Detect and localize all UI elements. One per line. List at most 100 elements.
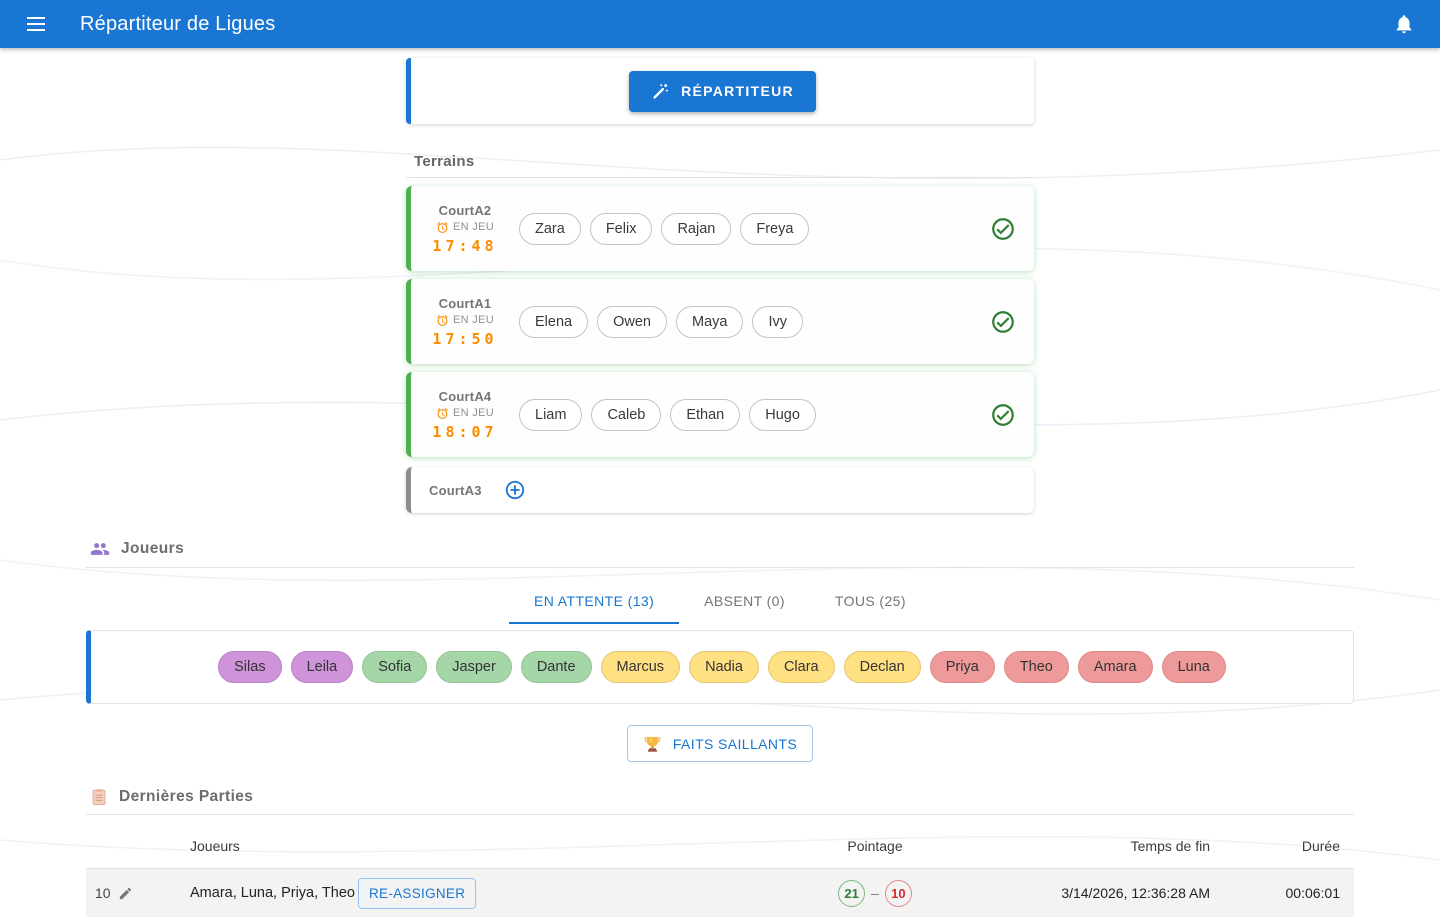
- terrains-section-title: Terrains: [414, 153, 475, 170]
- court-player-chip[interactable]: Elena: [519, 305, 589, 338]
- match-end-time: 3/14/2026, 12:36:28 AM: [1061, 885, 1210, 901]
- waiting-player-chip[interactable]: Nadia: [689, 651, 759, 683]
- court-card: CourtA4 EN JEU 18:07 Liam Caleb Ethan Hugo: [406, 372, 1034, 457]
- waiting-player-chip[interactable]: Priya: [929, 651, 995, 683]
- finish-game-button[interactable]: [990, 402, 1016, 428]
- check-circle-icon: [992, 403, 1014, 426]
- waiting-player-chip[interactable]: Clara: [767, 651, 835, 683]
- app-title: Répartiteur de Ligues: [80, 12, 276, 35]
- court-status: EN JEU: [436, 314, 494, 327]
- menu-button[interactable]: [14, 2, 58, 46]
- alarm-clock-icon: [437, 314, 448, 326]
- players-section-header: Joueurs: [86, 539, 1354, 567]
- add-circle-icon: [505, 480, 524, 500]
- reassign-button[interactable]: RE-ASSIGNER: [357, 877, 477, 909]
- waiting-player-chip[interactable]: Theo: [1003, 651, 1069, 683]
- court-card-empty: CourtA3: [406, 467, 1034, 513]
- edit-pencil-icon[interactable]: [118, 886, 133, 901]
- match-duration: 00:06:01: [1285, 885, 1341, 901]
- court-status: EN JEU: [436, 221, 494, 234]
- court-timer: 17:48: [432, 236, 498, 255]
- match-players-cell: Amara, Luna, Priya, Theo RE-ASSIGNER: [190, 877, 790, 909]
- court-player-chip[interactable]: Owen: [597, 305, 667, 338]
- court-player-chip[interactable]: Freya: [740, 212, 810, 245]
- matches-section: Dernières Parties Joueurs Pointage Temps…: [86, 788, 1354, 917]
- col-duree: Durée: [1301, 838, 1340, 854]
- waiting-player-chip[interactable]: Leila: [290, 651, 354, 683]
- alarm-clock-icon: [437, 221, 448, 233]
- players-section: Joueurs EN ATTENTE (13) ABSENT (0) TOUS (2…: [86, 539, 1354, 762]
- dispatcher-card: RÉPARTITEUR: [406, 58, 1034, 124]
- player-tab-2[interactable]: TOUS (25): [810, 578, 931, 624]
- people-icon: [90, 543, 110, 555]
- court-name: CourtA1: [438, 295, 492, 311]
- court-player-chip[interactable]: Maya: [675, 305, 744, 338]
- waiting-player-chip[interactable]: Declan: [843, 651, 921, 683]
- score-dash: –: [871, 885, 879, 901]
- alarm-clock-icon: [437, 407, 448, 419]
- court-card: CourtA2 EN JEU 17:48 Zara Felix Rajan Freya: [406, 186, 1034, 271]
- app-bar: Répartiteur de Ligues: [0, 0, 1440, 48]
- matches-divider: [86, 814, 1354, 815]
- court-status-label: EN JEU: [453, 221, 494, 233]
- court-timer: 17:50: [432, 329, 498, 348]
- court-status-label: EN JEU: [453, 407, 494, 419]
- match-players: Amara, Luna, Priya, Theo: [190, 885, 355, 901]
- magic-wand-icon: [653, 83, 668, 99]
- waiting-player-chip[interactable]: Silas: [218, 651, 282, 683]
- match-row: 10 Amara, Luna, Priya, Theo RE-ASSIGNER …: [86, 869, 1354, 917]
- court-name: CourtA4: [438, 388, 492, 404]
- player-tab-0[interactable]: EN ATTENTE (13): [509, 578, 680, 624]
- match-index-cell: 10: [86, 885, 190, 901]
- court-player-chip[interactable]: Zara: [519, 212, 581, 245]
- clipboard-icon: [92, 789, 106, 805]
- court-player-chip[interactable]: Rajan: [661, 212, 732, 245]
- notifications-button[interactable]: [1382, 2, 1426, 46]
- joueurs-divider: [86, 567, 1354, 568]
- player-tab-1[interactable]: ABSENT (0): [679, 578, 810, 624]
- waiting-player-chip[interactable]: Marcus: [600, 651, 681, 683]
- matches-section-header: Dernières Parties: [86, 788, 1354, 814]
- waiting-players-list: Silas Leila Sofia Jasper Dante Marcus Nadia Cla…: [208, 641, 1236, 693]
- court-player-chip[interactable]: Caleb: [591, 398, 662, 431]
- col-joueurs: Joueurs: [190, 838, 240, 854]
- waiting-players-card: Silas Leila Sofia Jasper Dante Marcus Nadia Cla…: [86, 630, 1354, 704]
- waiting-player-chip[interactable]: Luna: [1161, 651, 1226, 683]
- court-player-chip[interactable]: Hugo: [749, 398, 816, 431]
- dernieres-parties-section-title: Dernières Parties: [119, 788, 254, 805]
- waiting-player-chip[interactable]: Jasper: [436, 651, 512, 683]
- bell-icon: [1396, 15, 1412, 34]
- check-circle-icon: [992, 217, 1014, 240]
- court-player-chip[interactable]: Liam: [519, 398, 583, 431]
- repartiteur-button[interactable]: RÉPARTITEUR: [629, 70, 816, 112]
- col-pointage: Pointage: [847, 838, 903, 854]
- highlights-button-label: FAITS SAILLANTS: [672, 735, 798, 752]
- court-status-label: EN JEU: [453, 314, 494, 326]
- match-score-cell: 21 – 10: [790, 879, 960, 907]
- court-players: Liam Caleb Ethan Hugo: [519, 398, 982, 431]
- waiting-player-chip[interactable]: Amara: [1077, 651, 1153, 683]
- court-name: CourtA2: [438, 202, 492, 218]
- court-player-chip[interactable]: Felix: [589, 212, 653, 245]
- court-status: EN JEU: [436, 407, 494, 420]
- match-index: 10: [95, 885, 111, 901]
- court-players: Zara Felix Rajan Freya: [519, 212, 982, 245]
- finish-game-button[interactable]: [990, 216, 1016, 242]
- court-info: CourtA1 EN JEU 17:50: [419, 296, 511, 348]
- check-circle-icon: [992, 310, 1014, 333]
- court-player-chip[interactable]: Ivy: [752, 305, 803, 338]
- highlights-button[interactable]: FAITS SAILLANTS: [626, 725, 814, 762]
- col-temps-fin: Temps de fin: [1130, 838, 1210, 854]
- waiting-player-chip[interactable]: Sofia: [362, 651, 428, 683]
- matches-table-header: Joueurs Pointage Temps de fin Durée: [86, 824, 1354, 869]
- joueurs-section-title: Joueurs: [121, 540, 185, 557]
- court-info: CourtA2 EN JEU 17:48: [419, 203, 511, 255]
- court-player-chip[interactable]: Ethan: [670, 398, 741, 431]
- finish-game-button[interactable]: [990, 309, 1016, 335]
- add-players-button[interactable]: [504, 479, 526, 501]
- court-name: CourtA3: [429, 482, 482, 498]
- trophy-icon: [644, 737, 661, 752]
- waiting-player-chip[interactable]: Dante: [520, 651, 592, 683]
- terrains-divider: [406, 177, 1034, 178]
- hamburger-icon: [27, 17, 45, 31]
